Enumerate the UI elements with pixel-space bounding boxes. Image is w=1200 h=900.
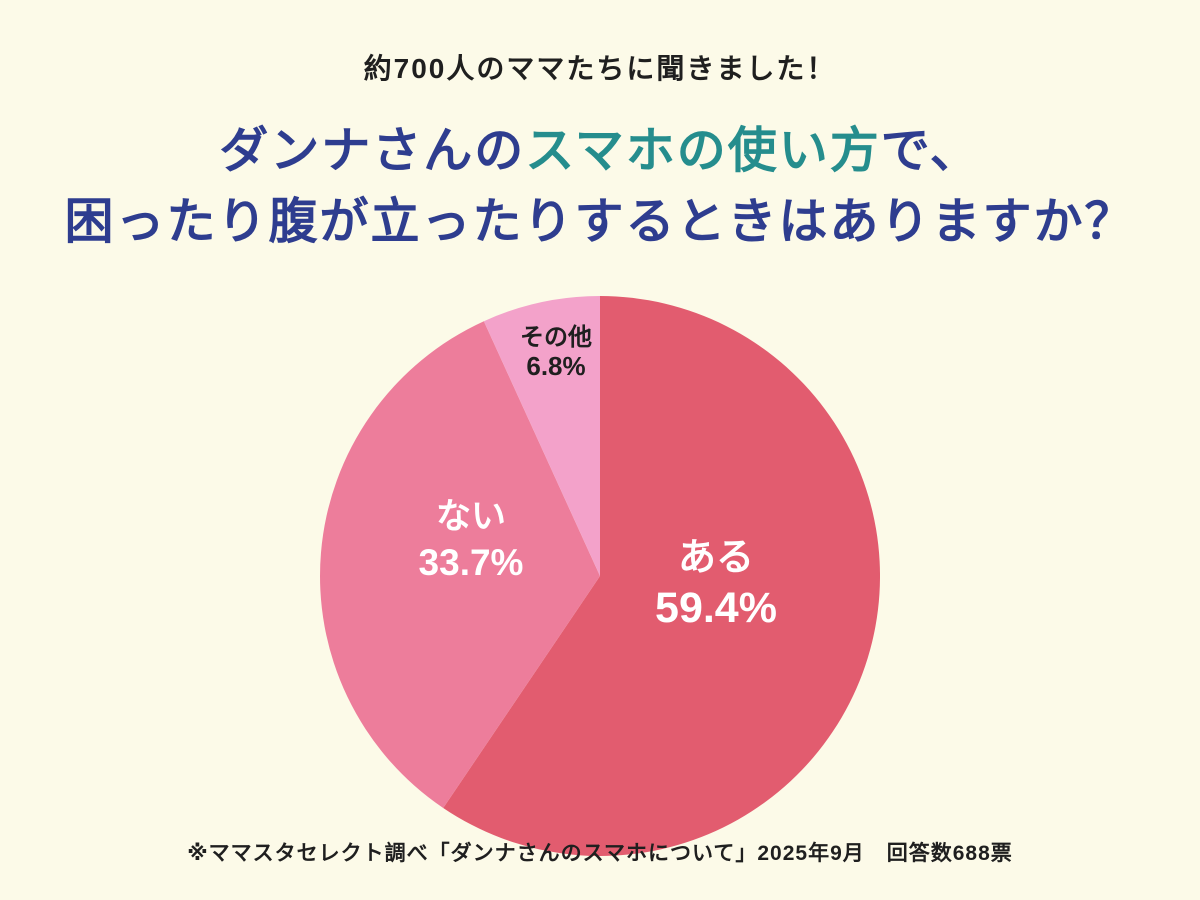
slice-label-aru: ある 59.4% — [655, 534, 777, 634]
pie-slice-3 — [483, 296, 600, 576]
slice-name: ない — [435, 497, 507, 536]
slice-name: ある — [677, 537, 754, 579]
title-segment-2: スマホの使い方 — [525, 124, 881, 178]
pie-chart: ある 59.4% ない 33.7% その他 6.8% — [320, 296, 880, 856]
page-title: ダンナさんのスマホの使い方で、 困ったり腹が立ったりするときはありますか？ — [0, 116, 1200, 257]
slice-percent: 33.7% — [418, 542, 524, 583]
title-line-1: ダンナさんのスマホの使い方で、 — [0, 116, 1200, 187]
pie-slice-1 — [443, 296, 880, 856]
pie-slice-2 — [320, 321, 600, 808]
slice-percent: 59.4% — [655, 584, 777, 632]
title-segment-3: で、 — [880, 124, 981, 178]
source-footnote: ※ママスタセレクト調べ「ダンナさんのスマホについて」2025年9月 回答数688… — [187, 842, 1013, 865]
slice-percent: 6.8% — [526, 351, 586, 381]
title-line-2: 困ったり腹が立ったりするときはありますか？ — [64, 194, 1136, 249]
slice-name: その他 — [520, 324, 592, 351]
slice-label-nai: ない 33.7% — [419, 494, 524, 586]
pie-chart-svg — [320, 296, 880, 856]
title-segment-1: ダンナさんの — [219, 124, 526, 178]
survey-subtitle: 約700人のママたちに聞きました！ — [363, 53, 837, 84]
slice-label-sonota: その他 6.8% — [520, 323, 592, 381]
